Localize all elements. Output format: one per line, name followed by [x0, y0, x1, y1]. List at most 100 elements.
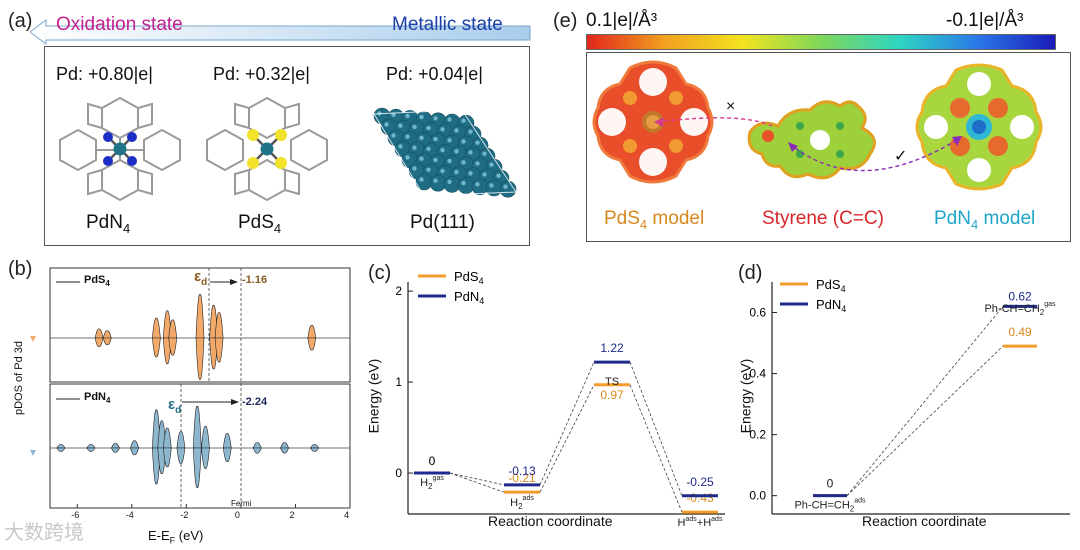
- pd-atom-highlight: [475, 161, 480, 166]
- connector-line: [539, 384, 595, 493]
- pdos-peak: [130, 447, 139, 456]
- legend-label: PdS4: [454, 269, 484, 286]
- category-label-sub: 2: [1040, 308, 1045, 317]
- pdos-peak: [214, 337, 224, 363]
- panel-b-label: (b): [8, 258, 33, 280]
- category-label-sub: 2: [428, 482, 433, 491]
- check-mark: ✓: [894, 148, 908, 165]
- pd-atom: [429, 174, 447, 192]
- chart-c-xlabel: Reaction coordinate: [488, 513, 613, 529]
- value-label: -0.25: [686, 475, 714, 489]
- pd-atom-highlight: [440, 168, 445, 174]
- y-tick-label: 0.4: [749, 367, 766, 381]
- cross-mark: ×: [726, 98, 736, 115]
- category-label: Hads+Hads: [678, 516, 723, 529]
- pdos-peak: [102, 337, 112, 346]
- pdos-peak: [252, 447, 262, 454]
- chart-d-xlabel: Reaction coordinate: [862, 513, 987, 529]
- pdos-peak: [222, 433, 232, 449]
- chart-c-ylabel: Energy (eV): [365, 358, 382, 434]
- pdos-xtick-label: 4: [344, 510, 350, 520]
- model-pds4-name: PdS4: [238, 212, 281, 236]
- pd-atom-highlight: [496, 173, 501, 178]
- charge-pds4: Pd: +0.32|e|: [213, 64, 310, 84]
- category-label-sup2: ads: [711, 516, 723, 523]
- pd-atom: [457, 177, 475, 194]
- pdos-xlabel: E-EF (eV): [148, 528, 203, 546]
- pdos-peak: [94, 337, 104, 347]
- pdos-peak: [130, 440, 139, 449]
- charge-pd111: Pd: +0.04|e|: [386, 64, 483, 84]
- value-label: 0: [827, 477, 834, 491]
- category-label-sup: gas: [433, 475, 445, 482]
- pds4-eps: ε: [194, 268, 202, 285]
- pd-atom-highlight: [461, 118, 466, 123]
- pdos-peak: [307, 324, 317, 339]
- interaction-arrows: [654, 117, 962, 172]
- connector-line: [846, 345, 1004, 496]
- pd-atom-highlight: [405, 155, 410, 160]
- pd-atom-highlight: [461, 180, 466, 186]
- pd-atom-highlight: [489, 162, 494, 167]
- pd-atom-highlight: [447, 179, 452, 185]
- pdos-peak: [111, 443, 120, 449]
- pd-atom-highlight: [433, 157, 438, 163]
- metallic-state-label: Metallic state: [392, 14, 503, 35]
- pdos-peak: [152, 317, 161, 339]
- legend-label: PdN4: [816, 297, 846, 314]
- pdos-peak: [195, 294, 205, 339]
- pdos-peak: [176, 431, 186, 449]
- legend-label-sub: 4: [841, 284, 846, 294]
- pdos-peak: [162, 447, 172, 468]
- pd-atom-highlight: [482, 172, 487, 177]
- pd-atom-highlight: [405, 134, 410, 139]
- pdos-peak: [162, 427, 172, 449]
- pdn4-pdos-legend: PdN4: [84, 391, 110, 405]
- legend-label-sub: 4: [479, 296, 484, 306]
- pdos-xtick-label: 2: [289, 510, 295, 520]
- pd-atom-highlight: [405, 113, 410, 119]
- watermark: 大数跨境: [4, 522, 84, 544]
- connector-line: [539, 361, 595, 486]
- pd-atom-highlight: [440, 127, 445, 132]
- pdn4-eps-sub: d: [175, 405, 182, 416]
- model-pds4-main: PdS: [238, 212, 274, 233]
- pds4-model-sub: 4: [639, 216, 648, 232]
- pd-atom-highlight: [447, 138, 452, 143]
- pdos-xlabel-main: E-E: [148, 528, 170, 543]
- pd-atom-highlight: [461, 160, 466, 165]
- pdos-peak: [152, 337, 161, 358]
- category-label: TS: [605, 376, 619, 388]
- pd-atom: [443, 176, 461, 193]
- category-label-sup: ads: [523, 495, 535, 502]
- category-label: H2gas: [420, 475, 444, 491]
- pdos-peak: [310, 447, 320, 452]
- value-label: -0.21: [508, 471, 536, 485]
- pdos-xtick-label: -2: [180, 510, 189, 520]
- value-label: 0.97: [600, 388, 624, 402]
- pdos-xtick-label: -4: [125, 510, 134, 520]
- pd-atom-highlight: [419, 177, 424, 182]
- connector-line: [846, 306, 1004, 496]
- y-tick-label: 1: [395, 375, 402, 389]
- pdos-peak: [201, 425, 210, 449]
- chart-c: 0120-0.210.97-0.43PdS40-0.131.22-0.25PdN…: [395, 269, 725, 529]
- pdos-peak: [201, 447, 210, 469]
- model-pd111-name: Pd(111): [410, 212, 475, 234]
- pd-atom-highlight: [433, 178, 438, 183]
- pd-atom-highlight: [412, 166, 417, 171]
- pd-atom-highlight: [419, 114, 424, 120]
- category-label: Ph-CH=CH2gas: [984, 301, 1056, 317]
- pds4-model-main: PdS: [604, 208, 640, 229]
- pds4-pdos-legend-main: PdS: [84, 274, 106, 286]
- pdn4-model-label: PdN4 model: [934, 208, 1035, 232]
- y-tick-label: 0: [395, 466, 402, 480]
- pdos-peak: [280, 442, 289, 449]
- pdos-peak: [111, 447, 120, 453]
- chart-d-ylabel: Energy (eV): [737, 358, 754, 434]
- pd-atom-highlight: [454, 149, 459, 154]
- model-pd111-main: Pd(111): [410, 212, 475, 233]
- pdos-peak: [307, 337, 317, 351]
- panel-a-label: (a): [8, 10, 33, 32]
- pdos-peak: [86, 444, 96, 449]
